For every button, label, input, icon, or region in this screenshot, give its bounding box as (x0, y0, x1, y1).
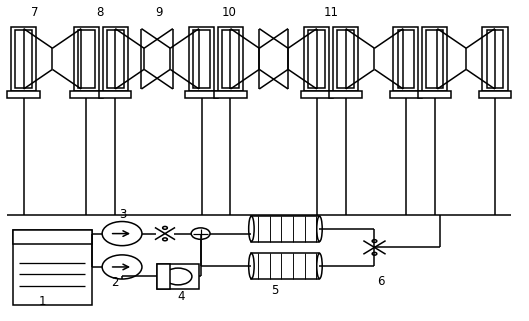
Text: 6: 6 (377, 275, 385, 288)
Ellipse shape (317, 216, 322, 241)
Bar (330, 91, 362, 98)
Bar (426, 30, 443, 88)
Bar (222, 30, 239, 88)
Text: 3: 3 (120, 208, 127, 221)
Text: 7: 7 (31, 6, 39, 19)
Ellipse shape (317, 253, 322, 279)
Bar (13, 230, 92, 244)
Bar (422, 27, 448, 91)
Bar (487, 30, 503, 88)
Bar (482, 27, 507, 91)
Bar (189, 27, 214, 91)
Bar (157, 264, 170, 289)
Text: 2: 2 (112, 276, 119, 289)
Text: 10: 10 (222, 6, 236, 19)
Bar (15, 30, 32, 88)
Ellipse shape (249, 253, 254, 279)
Bar (186, 91, 218, 98)
Text: 11: 11 (324, 6, 339, 19)
Bar (214, 91, 247, 98)
Bar (157, 264, 199, 289)
Bar (418, 91, 451, 98)
Bar (304, 27, 330, 91)
Bar (394, 27, 418, 91)
Text: 9: 9 (155, 6, 162, 19)
Text: 1: 1 (38, 295, 45, 308)
Bar (333, 27, 358, 91)
Bar (308, 30, 325, 88)
Bar (397, 30, 414, 88)
Bar (74, 27, 99, 91)
Bar (7, 91, 40, 98)
Bar (218, 27, 243, 91)
Bar (103, 27, 128, 91)
Bar (78, 30, 95, 88)
Bar (390, 91, 422, 98)
Bar (300, 91, 333, 98)
Bar (107, 30, 124, 88)
Bar (13, 230, 92, 305)
Bar (338, 30, 354, 88)
Text: 5: 5 (271, 284, 279, 297)
Bar (251, 216, 320, 241)
Bar (251, 253, 320, 279)
Text: 8: 8 (96, 6, 103, 19)
Bar (193, 30, 210, 88)
Bar (479, 91, 511, 98)
Ellipse shape (249, 216, 254, 241)
Bar (70, 91, 103, 98)
Text: 4: 4 (177, 290, 185, 303)
Bar (11, 27, 36, 91)
Bar (99, 91, 132, 98)
